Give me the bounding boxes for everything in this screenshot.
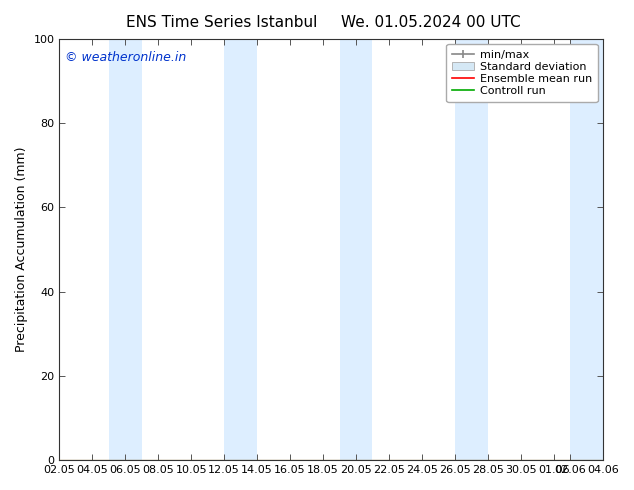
Text: We. 01.05.2024 00 UTC: We. 01.05.2024 00 UTC xyxy=(341,15,521,30)
Text: © weatheronline.in: © weatheronline.in xyxy=(65,51,186,64)
Bar xyxy=(340,39,372,460)
Bar xyxy=(224,39,257,460)
Text: ENS Time Series Istanbul: ENS Time Series Istanbul xyxy=(126,15,318,30)
Y-axis label: Precipitation Accumulation (mm): Precipitation Accumulation (mm) xyxy=(15,147,28,352)
Bar xyxy=(570,39,603,460)
Bar xyxy=(109,39,142,460)
Legend: min/max, Standard deviation, Ensemble mean run, Controll run: min/max, Standard deviation, Ensemble me… xyxy=(446,44,598,102)
Bar xyxy=(455,39,488,460)
